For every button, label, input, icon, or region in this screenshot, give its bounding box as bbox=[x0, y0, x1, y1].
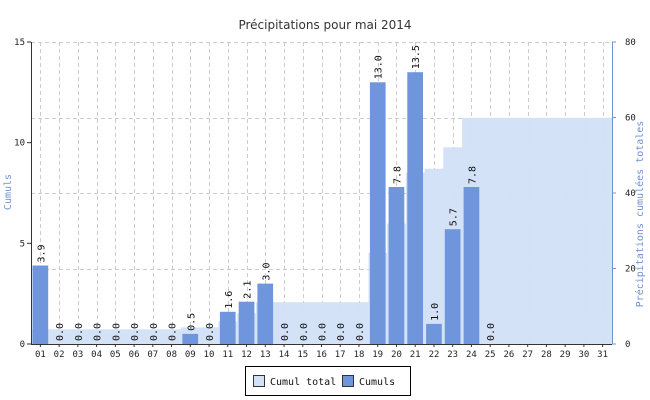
bar-value-label-11: 1.6 bbox=[224, 291, 235, 309]
bar-value-label-20: 7.8 bbox=[393, 166, 404, 184]
bar-19 bbox=[369, 82, 386, 345]
legend-label-cumuls: Cumuls bbox=[359, 377, 395, 388]
bar-value-label-05: 0.0 bbox=[111, 323, 122, 341]
x-tick-label-05: 05 bbox=[110, 350, 121, 360]
y-right-tick-label: 20 bbox=[625, 265, 636, 275]
x-tick-label-07: 07 bbox=[147, 350, 158, 360]
x-tick-label-12: 12 bbox=[241, 350, 252, 360]
bar-value-label-15: 0.0 bbox=[299, 323, 310, 341]
bar-value-label-13: 3.0 bbox=[261, 263, 272, 281]
bar-value-label-10: 0.0 bbox=[205, 323, 216, 341]
x-tick-label-20: 20 bbox=[391, 350, 402, 360]
bar-series-cumuls bbox=[32, 72, 480, 345]
y-axis-right-ticks: 0 20 40 60 80 bbox=[612, 38, 636, 350]
bar-09 bbox=[182, 333, 199, 344]
area-series-cumul-total bbox=[31, 117, 612, 345]
x-tick-label-22: 22 bbox=[429, 350, 440, 360]
bar-value-label-19: 13.0 bbox=[374, 55, 385, 79]
legend-swatch-cumuls bbox=[342, 375, 354, 387]
bar-value-label-23: 5.7 bbox=[449, 208, 460, 226]
x-tick-label-25: 25 bbox=[485, 350, 496, 360]
x-tick-label-28: 28 bbox=[541, 350, 552, 360]
x-tick-label-10: 10 bbox=[204, 350, 215, 360]
bar-value-label-25: 0.0 bbox=[486, 323, 497, 341]
y-right-tick-label: 0 bbox=[625, 340, 630, 350]
x-tick-label-24: 24 bbox=[466, 350, 477, 360]
x-tick-label-13: 13 bbox=[260, 350, 271, 360]
y-axis-left-ticks: 0 5 10 15 bbox=[14, 38, 31, 350]
bar-value-label-03: 0.0 bbox=[74, 323, 85, 341]
x-tick-label-11: 11 bbox=[222, 350, 233, 360]
bar-value-label-06: 0.0 bbox=[130, 323, 141, 341]
bar-20 bbox=[388, 187, 405, 344]
bar-value-label-18: 0.0 bbox=[355, 323, 366, 341]
x-tick-label-02: 02 bbox=[54, 350, 65, 360]
x-tick-label-03: 03 bbox=[72, 350, 83, 360]
bar-value-label-09: 0.5 bbox=[186, 313, 197, 331]
legend-swatch-cumul-total bbox=[253, 375, 265, 387]
bar-value-label-01: 3.9 bbox=[36, 244, 47, 262]
bar-value-label-14: 0.0 bbox=[280, 323, 291, 341]
x-tick-label-27: 27 bbox=[522, 350, 533, 360]
legend: Cumul total Cumuls bbox=[245, 366, 411, 396]
bar-13 bbox=[257, 283, 274, 344]
y-right-tick-label: 80 bbox=[625, 38, 636, 48]
y-left-tick-label: 10 bbox=[14, 139, 25, 149]
bar-value-labels: 3.9 0.0 0.0 0.0 0.0 0.0 0.0 0.0 0.5 0.0 1.6 2.1 3.0 0… bbox=[36, 45, 497, 341]
x-tick-label-19: 19 bbox=[372, 350, 383, 360]
x-tick-label-14: 14 bbox=[279, 350, 290, 360]
x-tick-label-16: 16 bbox=[316, 350, 327, 360]
legend-box bbox=[245, 366, 411, 396]
x-tick-label-01: 01 bbox=[35, 350, 46, 360]
y-left-tick-label: 15 bbox=[14, 38, 25, 48]
x-tick-label-23: 23 bbox=[447, 350, 458, 360]
x-tick-label-04: 04 bbox=[91, 350, 102, 360]
bar-22 bbox=[426, 323, 442, 344]
x-tick-label-31: 31 bbox=[597, 350, 608, 360]
x-tick-label-26: 26 bbox=[503, 350, 514, 360]
legend-label-cumul-total: Cumul total bbox=[270, 377, 336, 388]
x-tick-label-08: 08 bbox=[166, 350, 177, 360]
bar-value-label-12: 2.1 bbox=[243, 281, 254, 299]
bar-11 bbox=[219, 311, 236, 344]
bar-24 bbox=[463, 187, 480, 344]
bar-value-label-17: 0.0 bbox=[336, 323, 347, 341]
bar-value-label-04: 0.0 bbox=[93, 323, 104, 341]
bar-value-label-24: 7.8 bbox=[467, 166, 478, 184]
bar-01 bbox=[32, 265, 49, 344]
x-tick-label-17: 17 bbox=[335, 350, 346, 360]
bar-23 bbox=[444, 229, 461, 344]
x-tick-label-21: 21 bbox=[410, 350, 421, 360]
bar-value-label-07: 0.0 bbox=[149, 323, 160, 341]
y-left-tick-label: 5 bbox=[20, 239, 25, 249]
x-tick-label-30: 30 bbox=[578, 350, 589, 360]
y-axis-right-label: Précipitations cumulées totales bbox=[634, 121, 646, 308]
x-tick-label-18: 18 bbox=[354, 350, 365, 360]
x-tick-label-09: 09 bbox=[185, 350, 196, 360]
x-tick-label-06: 06 bbox=[129, 350, 140, 360]
y-right-tick-label: 60 bbox=[625, 114, 636, 124]
x-axis-ticks: 01 02 03 04 05 06 07 08 09 10 11 12 13 14 15 16 17 18 19 20… bbox=[35, 344, 608, 360]
chart-title: Précipitations pour mai 2014 bbox=[238, 18, 411, 32]
y-right-tick-label: 40 bbox=[625, 189, 636, 199]
y-left-tick-label: 0 bbox=[20, 340, 25, 350]
area-cumul-total bbox=[31, 117, 612, 345]
bar-value-label-21: 13.5 bbox=[411, 45, 422, 69]
y-axis-left-label: Cumuls bbox=[3, 174, 14, 210]
x-tick-label-15: 15 bbox=[297, 350, 308, 360]
bar-12 bbox=[238, 301, 255, 344]
bar-value-label-02: 0.0 bbox=[55, 323, 66, 341]
bar-value-label-16: 0.0 bbox=[318, 323, 329, 341]
bar-value-label-08: 0.0 bbox=[168, 323, 179, 341]
bar-value-label-22: 1.0 bbox=[430, 303, 441, 321]
bar-21 bbox=[407, 72, 423, 344]
x-tick-label-29: 29 bbox=[560, 350, 571, 360]
